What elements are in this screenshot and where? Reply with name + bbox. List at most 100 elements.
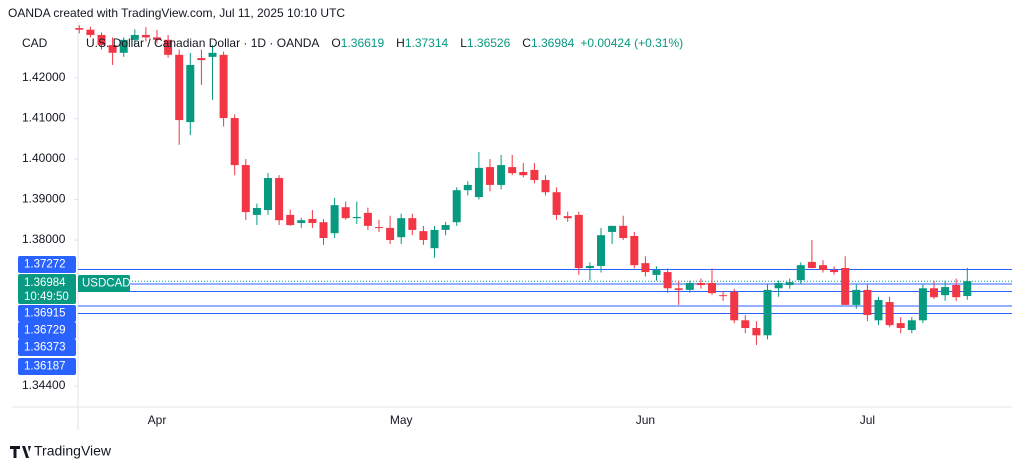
candle-body — [308, 218, 317, 224]
candle-body — [330, 205, 339, 234]
x-tick-label: Jun — [636, 413, 655, 427]
candle-body — [397, 218, 406, 238]
symbol-box — [78, 275, 130, 292]
price-line-label-box — [18, 339, 76, 356]
candle-body — [508, 167, 517, 174]
price-line-label-box — [18, 305, 76, 322]
candle-body — [552, 192, 561, 215]
candle-body — [375, 227, 383, 229]
candle-body — [918, 288, 927, 321]
y-tick-label: 1.42000 — [22, 70, 66, 84]
candle-body — [741, 320, 750, 328]
legend-title: U.S. Dollar / Canadian Dollar · 1D · OAN… — [86, 36, 319, 50]
candle-body — [608, 225, 617, 232]
candle-body — [363, 212, 372, 226]
candle-body — [153, 37, 161, 40]
candle-body — [241, 165, 250, 213]
candle-body — [652, 270, 661, 275]
attribution: OANDA created with TradingView.com, Jul … — [8, 6, 345, 20]
candle-body — [474, 167, 483, 198]
ohlc-label: H — [396, 36, 405, 50]
candle-body — [175, 54, 184, 121]
candle-body — [830, 270, 839, 273]
candle-body — [352, 216, 361, 219]
candle-body — [97, 34, 106, 46]
ohlc-value: 1.37314 — [405, 36, 449, 50]
candle-body — [796, 265, 805, 281]
candle-body — [463, 184, 472, 191]
candle-body — [696, 283, 705, 286]
candle-body — [641, 263, 650, 273]
y-tick-label: 1.41000 — [22, 111, 66, 125]
change: +0.00424 (+0.31%) — [580, 36, 683, 50]
candle-body — [419, 231, 428, 241]
y-tick-label: 1.34400 — [22, 378, 66, 392]
price-line-label-box — [18, 322, 76, 339]
candle-body — [841, 268, 850, 305]
candle-body — [674, 288, 683, 290]
candle-body — [863, 289, 872, 316]
price-line-label-box — [18, 256, 76, 273]
price-line-label: 1.36373 — [24, 342, 66, 354]
candle-body — [319, 222, 328, 239]
x-tick-label: Jul — [860, 413, 875, 427]
candle-body — [141, 34, 150, 38]
price-line-label: 1.36187 — [24, 361, 66, 373]
candle-body — [86, 29, 95, 35]
candle-body — [230, 118, 239, 166]
candle-body — [164, 39, 173, 55]
candle-body — [630, 235, 639, 266]
candle-body — [941, 287, 950, 296]
x-tick-label: Apr — [148, 413, 167, 427]
candle-body — [763, 289, 772, 336]
symbol-label: USDCAD — [82, 278, 131, 290]
candle-body — [885, 302, 894, 326]
candle-body — [275, 178, 284, 221]
candle-body — [386, 227, 395, 241]
logo-mark — [10, 446, 31, 458]
candle-body — [785, 282, 794, 286]
candle-body — [930, 288, 938, 298]
candle-body — [685, 283, 694, 290]
y-tick-label: 1.39000 — [22, 192, 66, 206]
last-price-label: 1.36984 — [24, 277, 66, 289]
candle-body — [341, 207, 350, 219]
candle-body — [807, 261, 816, 269]
candle-body — [907, 320, 916, 331]
candle-body — [774, 283, 783, 289]
legend: U.S. Dollar / Canadian Dollar · 1D · OAN… — [86, 36, 683, 50]
ohlc-value: 1.36984 — [531, 36, 575, 50]
brand: TradingView — [34, 443, 112, 459]
candle-body — [752, 327, 761, 336]
candle-body — [219, 54, 228, 119]
candle-body — [408, 218, 417, 230]
candle-body — [719, 295, 728, 297]
price-line-label-box — [18, 358, 76, 375]
candle-body — [952, 285, 961, 298]
last-price-box — [18, 274, 76, 304]
candle-body — [208, 52, 217, 57]
ohlc-label: L — [460, 36, 467, 50]
candle-body — [197, 58, 206, 61]
candle-body — [430, 229, 439, 249]
candle-body — [730, 291, 739, 321]
candle-body — [108, 45, 117, 53]
candle-body — [452, 190, 461, 223]
candle-body — [597, 235, 605, 266]
candle-body — [119, 39, 128, 53]
candle-body — [286, 214, 295, 226]
candle-body — [530, 169, 539, 181]
candle-body — [708, 283, 716, 294]
y-axis-unit: CAD — [22, 36, 48, 50]
candle-body — [541, 180, 550, 193]
candle-body — [297, 220, 306, 224]
candle-body — [874, 300, 883, 321]
price-line-label: 1.36729 — [24, 325, 66, 337]
ohlc-value: 1.36526 — [467, 36, 511, 50]
y-tick-label: 1.40000 — [22, 151, 66, 165]
candle-body — [852, 289, 861, 305]
x-tick-label: May — [390, 413, 413, 427]
price-line-label: 1.37272 — [24, 259, 66, 271]
ohlc-label: C — [522, 36, 531, 50]
